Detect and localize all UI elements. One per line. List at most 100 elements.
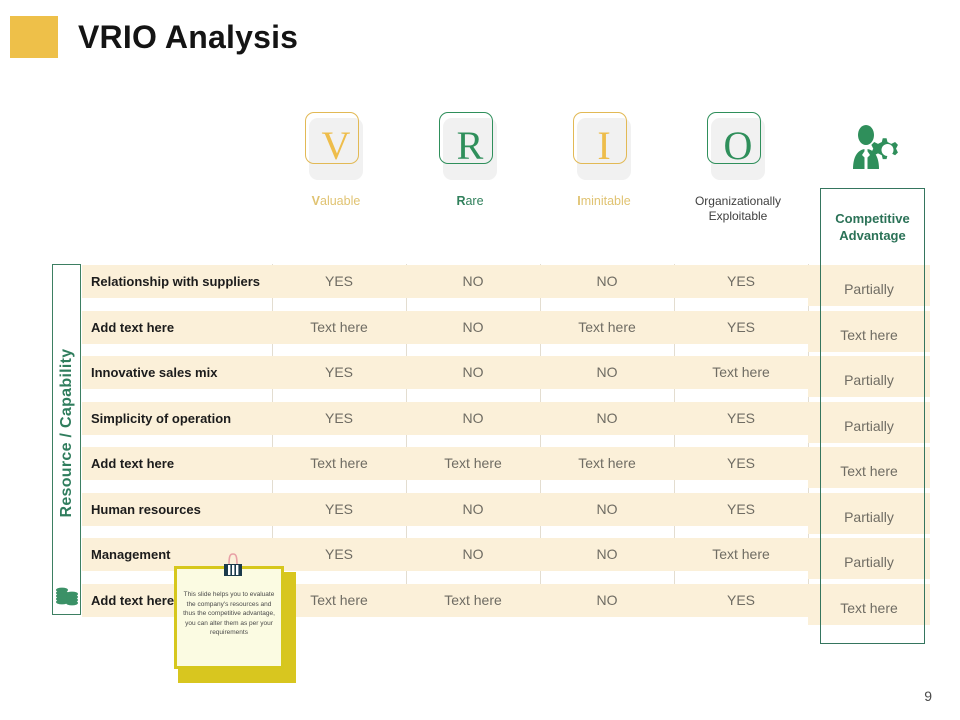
- tile-outline: [305, 112, 359, 164]
- advantage-row[interactable]: Partially: [808, 364, 930, 397]
- caption-rest: aluable: [320, 194, 361, 208]
- cell-rare: Text here: [444, 455, 502, 471]
- table-row[interactable]: Management YES NO NO Text here: [82, 538, 930, 571]
- cell-rare: NO: [462, 409, 484, 426]
- letter-glyph-i: I: [597, 123, 611, 168]
- cell-organized: YES: [726, 273, 755, 289]
- cell-rare: NO: [462, 546, 484, 562]
- cell-rare: Text here: [444, 591, 502, 608]
- caption-lead: I: [577, 194, 581, 208]
- binder-clip-icon: [224, 553, 242, 576]
- advantage-row[interactable]: Text here: [808, 318, 930, 352]
- coins-icon: [55, 587, 78, 606]
- cell-advantage: Partially: [844, 554, 894, 570]
- letter-glyph-r: R: [456, 123, 484, 168]
- cell-imitable: NO: [596, 546, 618, 562]
- row-label: Human resources: [91, 501, 201, 517]
- row-label: Add text here: [91, 456, 175, 471]
- advantage-row[interactable]: Partially: [808, 273, 930, 306]
- cell-organized: YES: [726, 455, 755, 471]
- tile-outline: [707, 112, 761, 164]
- table-row[interactable]: Relationship with suppliers YES NO NO YES: [82, 265, 930, 298]
- cell-imitable: NO: [596, 364, 618, 380]
- caption-line-1: Organizationally: [694, 194, 782, 208]
- vrio-table: Relationship with suppliers YES NO NO YES Add…: [82, 264, 930, 625]
- advantage-row[interactable]: Partially: [808, 500, 930, 534]
- caption-rest: are: [465, 194, 484, 208]
- table-row[interactable]: Innovative sales mix YES NO NO Text here: [82, 356, 930, 389]
- column-separator: [540, 264, 541, 616]
- cell-imitable: Text here: [578, 455, 636, 471]
- letter-tile-v: V: [305, 112, 363, 180]
- cell-advantage: Text here: [840, 326, 898, 343]
- caption-line-2: Exploitable: [708, 209, 768, 223]
- vrio-header-imitable[interactable]: I Iminitable: [537, 112, 671, 209]
- cell-advantage: Partially: [844, 281, 894, 297]
- row-label: Add text here: [91, 319, 175, 335]
- column-separator: [406, 264, 407, 616]
- cell-organized: YES: [726, 409, 755, 426]
- cell-advantage: Text here: [840, 599, 898, 616]
- sticky-note: This slide helps you to evaluate the com…: [174, 553, 296, 683]
- cell-imitable: NO: [596, 273, 618, 289]
- cell-valuable: Text here: [310, 591, 368, 608]
- column-separator: [272, 264, 273, 616]
- competitive-advantage-label: Competitive Advantage: [820, 210, 925, 244]
- cell-organized: Text here: [712, 546, 770, 562]
- person-gear-icon: [853, 125, 898, 169]
- caption-lead: V: [311, 194, 320, 208]
- table-row[interactable]: Add text here Text here NO Text here YES: [82, 310, 930, 344]
- cell-valuable: Text here: [310, 318, 368, 335]
- vrio-header-organized[interactable]: O Organizationally Exploitable: [671, 112, 805, 224]
- advantage-row[interactable]: Partially: [808, 409, 930, 443]
- vrio-header-rare[interactable]: R Rare: [403, 112, 537, 209]
- cell-rare: NO: [462, 318, 484, 335]
- sticky-note-text: This slide helps you to evaluate the com…: [183, 591, 275, 636]
- row-label: Relationship with suppliers: [91, 274, 261, 289]
- cell-imitable: NO: [596, 591, 618, 608]
- table-row[interactable]: Add text here Text here Text here Text here…: [82, 447, 930, 480]
- cell-rare: NO: [462, 364, 484, 380]
- vrio-caption-valuable: Valuable: [269, 194, 403, 209]
- cell-valuable: YES: [324, 273, 353, 289]
- resource-capability-axis: Resource / Capability: [52, 264, 81, 615]
- cell-advantage: Partially: [844, 417, 894, 434]
- tile-outline: [573, 112, 627, 164]
- advantage-row[interactable]: Text here: [808, 591, 930, 625]
- letter-tile-o: O: [707, 112, 765, 180]
- row-label: Innovative sales mix: [91, 365, 218, 380]
- row-label: Simplicity of operation: [91, 410, 232, 426]
- vrio-caption-rare: Rare: [403, 194, 537, 209]
- letter-tile-r: R: [439, 112, 497, 180]
- page-title: VRIO Analysis: [78, 19, 299, 55]
- cell-imitable: NO: [596, 500, 618, 517]
- column-separator: [674, 264, 675, 616]
- row-label: Management: [91, 547, 171, 562]
- cell-rare: NO: [462, 273, 484, 289]
- cell-advantage: Partially: [844, 372, 894, 388]
- page-number: 9: [924, 688, 932, 704]
- vrio-header-valuable[interactable]: V Valuable: [269, 112, 403, 209]
- advantage-row[interactable]: Text here: [808, 455, 930, 488]
- cell-organized: YES: [726, 500, 755, 517]
- vrio-caption-imitable: Iminitable: [537, 194, 671, 209]
- vrio-caption-organized: Organizationally Exploitable: [671, 194, 805, 224]
- row-label: Add text here: [91, 592, 175, 608]
- cell-advantage: Text here: [840, 463, 898, 479]
- letter-glyph-o: O: [723, 123, 753, 168]
- resource-capability-label: Resource / Capability: [57, 348, 75, 518]
- cell-valuable: Text here: [310, 455, 368, 471]
- tile-outline: [439, 112, 493, 164]
- letter-glyph-v: V: [321, 123, 351, 168]
- advantage-row[interactable]: Partially: [808, 546, 930, 579]
- letter-tile-i: I: [573, 112, 631, 180]
- cell-organized: YES: [726, 318, 755, 335]
- table-row[interactable]: Human resources YES NO NO YES: [82, 492, 930, 526]
- cell-valuable: YES: [324, 409, 353, 426]
- cell-organized: YES: [726, 591, 755, 608]
- cell-rare: NO: [462, 500, 484, 517]
- cell-valuable: YES: [324, 364, 353, 380]
- ca-label-line-1: Competitive: [835, 211, 910, 226]
- table-row[interactable]: Simplicity of operation YES NO NO YES: [82, 401, 930, 435]
- sticky-note-paper: [174, 566, 284, 669]
